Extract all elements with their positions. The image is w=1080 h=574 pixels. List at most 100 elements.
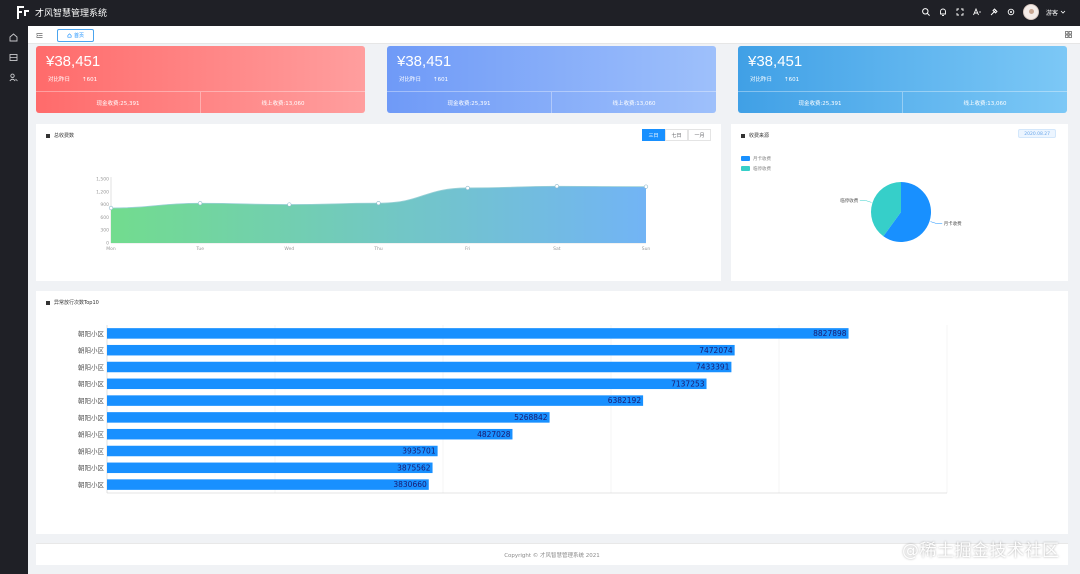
- x-tick-label: Sat: [553, 246, 561, 252]
- card-compare-label: 对比昨日: [399, 77, 422, 83]
- card-compare: 对比昨日 ↑601: [48, 75, 97, 83]
- card-compare-value: ↑601: [433, 77, 449, 83]
- pie-label-line: [859, 200, 872, 203]
- bar: [107, 344, 735, 356]
- collapse-menu-icon[interactable]: [36, 32, 43, 39]
- home-icon[interactable]: [8, 32, 19, 43]
- top-bar: 才风智慧管理系统 游客: [0, 0, 1080, 26]
- range-button-3d[interactable]: 三日: [642, 129, 665, 141]
- data-point: [108, 205, 114, 211]
- category-label: 朝阳小区: [78, 346, 105, 355]
- card-compare-label: 对比昨日: [750, 77, 773, 83]
- panel-title-text: 异常放行次数Top10: [54, 300, 99, 306]
- bar-value-label: 7137253: [671, 379, 705, 388]
- category-label: 朝阳小区: [78, 379, 105, 388]
- copyright-text: Copyright © 才风智慧管理系统 2021: [504, 552, 600, 559]
- category-label: 朝阳小区: [78, 413, 105, 422]
- card-compare-value: ↑601: [82, 77, 98, 83]
- bar-value-label: 7472074: [699, 346, 733, 355]
- bar-value-label: 3875562: [397, 463, 431, 472]
- card-breakdown: 现金收费:25,391 线上收费:13,060: [36, 91, 365, 113]
- x-tick-label: Sun: [642, 246, 651, 252]
- data-point: [643, 184, 649, 189]
- category-label: 朝阳小区: [78, 446, 105, 455]
- bar: [107, 428, 513, 440]
- bell-icon[interactable]: [938, 7, 948, 17]
- card-breakdown: 现金收费:25,391 线上收费:13,060: [387, 91, 716, 113]
- y-tick-label: 1,500: [96, 177, 109, 183]
- range-button-1m[interactable]: 一月: [688, 129, 711, 141]
- y-tick-label: 600: [100, 215, 109, 221]
- watermark: @稀土掘金技术社区: [902, 541, 1060, 561]
- category-label: 朝阳小区: [78, 329, 105, 338]
- data-point: [376, 201, 381, 206]
- data-point: [287, 202, 292, 207]
- card-amount: ¥38,451: [397, 53, 452, 70]
- stat-card-revenue-red: ¥38,451 对比昨日 ↑601 现金收费:25,391 线上收费:13,060: [36, 46, 365, 113]
- top-toolbar: 游客: [921, 4, 1066, 20]
- search-icon[interactable]: [921, 7, 931, 17]
- bar-value-label: 5268842: [514, 413, 548, 422]
- y-tick-label: 900: [100, 202, 109, 208]
- user-name[interactable]: 游客: [1045, 9, 1058, 17]
- panel-title-text: 收费来源: [749, 133, 770, 139]
- bar-value-label: 8827898: [813, 329, 847, 338]
- category-label: 朝阳小区: [78, 430, 105, 439]
- revenue-source-panel: 收费来源 2020.08.27 月卡收费 临停收费 月卡收费 临停收费: [731, 124, 1068, 281]
- font-size-icon[interactable]: [972, 7, 982, 17]
- pie-label-line: [930, 221, 943, 224]
- card-compare-value: ↑601: [784, 77, 800, 83]
- pie-slice: [871, 182, 901, 237]
- bar-value-label: 6382192: [608, 396, 642, 405]
- avatar[interactable]: [1022, 4, 1039, 20]
- y-tick-label: 0: [106, 241, 109, 247]
- theme-icon[interactable]: [989, 7, 999, 17]
- bar-value-label: 3830660: [393, 480, 427, 489]
- card-compare-label: 对比昨日: [48, 77, 71, 83]
- grid-view-icon[interactable]: [1065, 31, 1072, 38]
- fullscreen-icon[interactable]: [955, 7, 965, 17]
- x-tick-label: Fri: [465, 246, 470, 252]
- legend-label: 月卡收费: [753, 155, 771, 162]
- grid-menu-icon[interactable]: [8, 52, 19, 63]
- bar: [107, 378, 707, 390]
- legend-swatch: [741, 166, 750, 171]
- y-tick-label: 300: [100, 228, 109, 234]
- bar-value-label: 4827028: [477, 430, 511, 439]
- category-label: 朝阳小区: [78, 463, 105, 472]
- chevron-down-icon[interactable]: [1060, 9, 1066, 15]
- x-tick-label: Tue: [195, 246, 204, 252]
- brand[interactable]: 才风智慧管理系统: [17, 6, 107, 19]
- x-tick-label: Thu: [373, 246, 383, 252]
- bar: [107, 361, 732, 373]
- category-label: 朝阳小区: [78, 480, 105, 489]
- pie-label: 月卡收费: [944, 220, 962, 227]
- abnormal-release-top10-panel: 异常放行次数Top10 8827898 朝阳小区 7472074 朝阳小区 743339…: [36, 291, 1068, 534]
- pie-slice: [883, 182, 931, 242]
- category-label: 朝阳小区: [78, 362, 105, 371]
- footer: Copyright © 才风智慧管理系统 2021: [36, 543, 1068, 565]
- y-tick-label: 1,200: [96, 189, 109, 195]
- data-point: [465, 185, 470, 191]
- category-label: 朝阳小区: [78, 396, 105, 405]
- range-buttons: 三日 七日 一月: [642, 129, 711, 141]
- card-cash-label: 现金收费:25,391: [738, 92, 903, 113]
- sidebar: [0, 26, 28, 574]
- stat-card-revenue-blue: ¥38,451 对比昨日 ↑601 现金收费:25,391 线上收费:13,060: [387, 46, 716, 113]
- brand-logo-icon: [17, 6, 29, 19]
- range-button-7d[interactable]: 七日: [665, 129, 688, 141]
- tab-home[interactable]: 首页: [57, 29, 94, 42]
- abnormal-release-bar-chart: 8827898 朝阳小区 7472074 朝阳小区 7433391 朝阳小区 7137253…: [78, 325, 948, 494]
- user-icon[interactable]: [8, 72, 19, 83]
- card-cash-label: 现金收费:25,391: [387, 92, 552, 113]
- total-revenue-panel: 总收费数 三日 七日 一月 Mon Tue Wed Thu Fri Sat Sun 0 300 6…: [36, 124, 721, 281]
- settings-icon[interactable]: [1006, 7, 1016, 17]
- pie-label: 临停收费: [840, 197, 858, 204]
- total-revenue-area-chart: Mon Tue Wed Thu Fri Sat Sun 0 300 600 900 1,200 1,50…: [96, 177, 651, 253]
- tabs-bar: 首页: [28, 26, 1080, 44]
- card-online-label: 线上收费:13,060: [261, 100, 305, 107]
- card-online-label: 线上收费:13,060: [612, 100, 656, 107]
- bar: [107, 445, 438, 457]
- card-breakdown: 现金收费:25,391 线上收费:13,060: [738, 91, 1067, 113]
- card-cash-label: 现金收费:25,391: [36, 92, 201, 113]
